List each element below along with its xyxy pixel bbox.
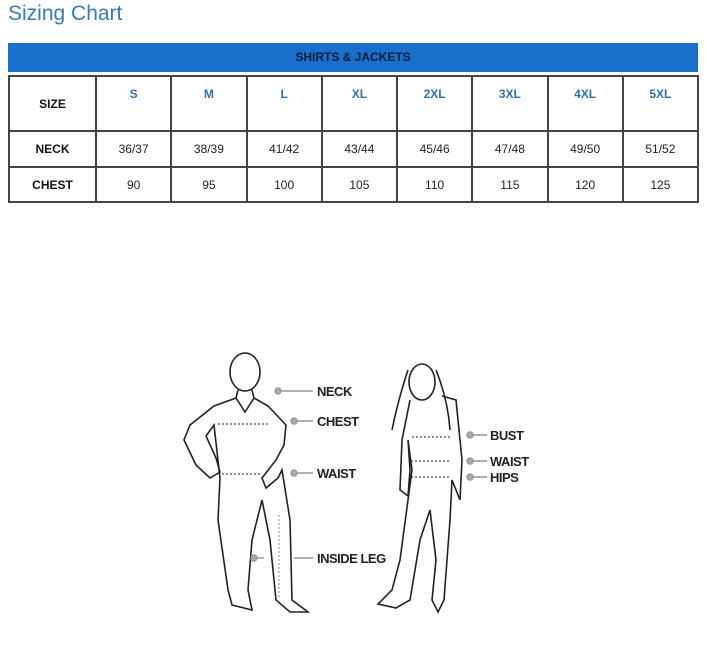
- size-header: S: [94, 75, 173, 132]
- row-header: SIZE: [8, 75, 97, 132]
- size-header: 3XL: [471, 75, 549, 132]
- table-cell: 49/50: [546, 130, 624, 168]
- size-header: 2XL: [395, 75, 474, 132]
- table-cell: 95: [170, 166, 248, 203]
- size-header: 4XL: [546, 75, 624, 132]
- label-female-waist: WAIST: [490, 454, 529, 469]
- table-cell: 41/42: [245, 130, 323, 168]
- section-header: SHIRTS & JACKETS: [8, 43, 698, 72]
- size-header: 5XL: [621, 75, 700, 132]
- table-cell: 90: [94, 166, 173, 203]
- label-waist: WAIST: [317, 466, 356, 481]
- male-figure-illustration: [183, 352, 311, 613]
- table-cell: 105: [320, 166, 399, 203]
- label-hips: HIPS: [490, 470, 519, 485]
- label-neck: NECK: [317, 384, 352, 399]
- row-header: CHEST: [8, 166, 97, 203]
- table-row: SIZE S M L XL 2XL 3XL 4XL 5XL: [8, 75, 700, 132]
- table-row: CHEST 90 95 100 105 110 115 120 125: [8, 166, 700, 203]
- size-header: XL: [320, 75, 399, 132]
- size-header: L: [245, 75, 323, 132]
- table-cell: 43/44: [320, 130, 399, 168]
- female-figure-illustration: [376, 363, 463, 614]
- table-cell: 110: [395, 166, 474, 203]
- table-cell: 36/37: [94, 130, 173, 168]
- table-cell: 51/52: [621, 130, 700, 168]
- table-row: NECK 36/37 38/39 41/42 43/44 45/46 47/48 49/50 5…: [8, 130, 700, 168]
- table-cell: 47/48: [471, 130, 549, 168]
- table-cell: 125: [621, 166, 700, 203]
- page-title: Sizing Chart: [8, 2, 123, 25]
- table-cell: 100: [245, 166, 323, 203]
- table-cell: 115: [471, 166, 549, 203]
- label-inside-leg: INSIDE LEG: [317, 551, 386, 566]
- row-header: NECK: [8, 130, 97, 168]
- table-cell: 38/39: [170, 130, 248, 168]
- size-table: SIZE S M L XL 2XL 3XL 4XL 5XL NECK 36/37 38/39 41/4…: [8, 75, 700, 203]
- label-chest: CHEST: [317, 414, 359, 429]
- measurement-pointers: [250, 387, 487, 562]
- size-header: M: [170, 75, 248, 132]
- table-cell: 120: [546, 166, 624, 203]
- label-bust: BUST: [490, 428, 524, 443]
- table-cell: 45/46: [395, 130, 474, 168]
